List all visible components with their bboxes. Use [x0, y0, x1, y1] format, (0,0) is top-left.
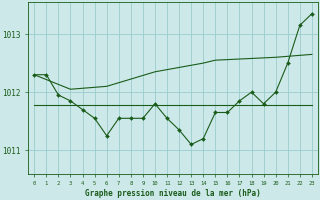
X-axis label: Graphe pression niveau de la mer (hPa): Graphe pression niveau de la mer (hPa) [85, 189, 261, 198]
